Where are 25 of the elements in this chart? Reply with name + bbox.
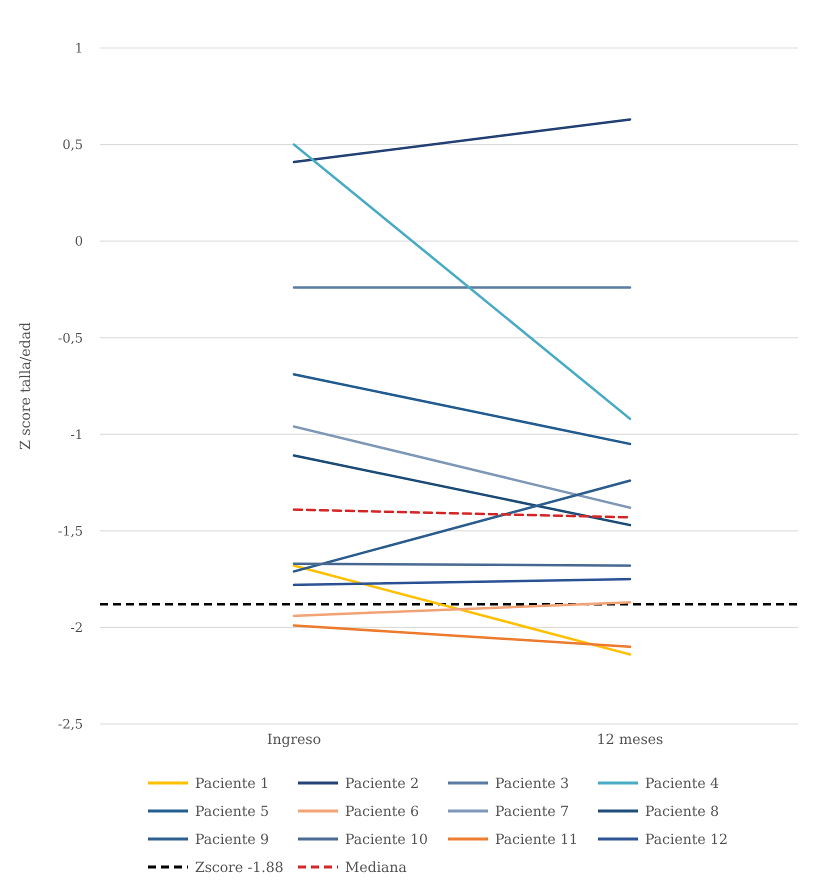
legend-label: Zscore -1.88	[195, 860, 284, 876]
y-tick-label: -2,5	[58, 718, 83, 733]
x-tick-label: Ingreso	[266, 732, 322, 748]
legend-label: Paciente 1	[195, 776, 270, 792]
legend-label: Paciente 10	[345, 832, 428, 848]
legend-label: Paciente 5	[195, 804, 270, 820]
y-tick-label: -1	[70, 428, 83, 443]
y-tick-label: 0	[74, 234, 83, 250]
y-tick-label: -1,5	[58, 524, 83, 540]
legend-label: Mediana	[345, 860, 407, 876]
legend-label: Paciente 4	[645, 776, 720, 792]
legend-label: Paciente 7	[495, 804, 570, 820]
legend-label: Paciente 9	[195, 832, 270, 848]
legend-label: Paciente 2	[345, 776, 420, 792]
y-tick-label: 1	[74, 42, 83, 57]
legend-label: Paciente 8	[645, 804, 720, 820]
legend-label: Paciente 11	[495, 832, 578, 848]
y-tick-label: 0,5	[62, 138, 83, 154]
legend-label: Paciente 12	[645, 832, 728, 848]
y-tick-label: -0,5	[58, 331, 83, 346]
y-tick-label: -2	[70, 620, 83, 636]
legend-label: Paciente 3	[495, 776, 570, 792]
x-tick-label: 12 meses	[596, 732, 664, 748]
y-axis-title: Z score talla/edad	[18, 322, 34, 450]
legend-label: Paciente 6	[345, 804, 420, 820]
